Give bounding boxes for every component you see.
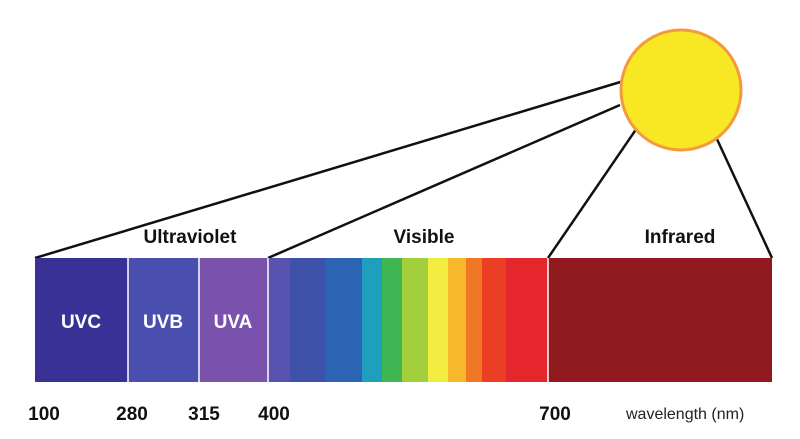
spectrum-bar (35, 258, 772, 382)
sun-rays (34, 78, 774, 260)
ray-to-uv-start (34, 78, 628, 260)
visible-strip (362, 258, 383, 382)
uva-band (199, 258, 268, 382)
tick-label-100: 100 (28, 404, 60, 425)
visible-strip (402, 258, 429, 382)
ray-to-infrared-start (546, 127, 639, 259)
visible-strip (466, 258, 483, 382)
uva-label: UVA (214, 312, 253, 333)
wavelength-unit-label: wavelength (nm) (625, 406, 744, 423)
tick-label-700: 700 (539, 404, 571, 425)
uvb-label: UVB (143, 312, 183, 333)
ultraviolet-label: Ultraviolet (144, 227, 238, 248)
uvc-band (35, 258, 128, 382)
uvc-label: UVC (61, 312, 101, 333)
ray-to-visible-start (267, 103, 621, 260)
visible-strip (482, 258, 507, 382)
visible-band (268, 258, 549, 382)
visible-strip (290, 258, 327, 382)
sun-icon (619, 28, 743, 152)
visible-label: Visible (394, 227, 455, 248)
visible-strip (448, 258, 467, 382)
visible-strip (506, 258, 549, 382)
tick-label-280: 280 (116, 404, 148, 425)
visible-strip (326, 258, 363, 382)
ray-to-infrared-end (714, 136, 774, 259)
visible-strip (382, 258, 403, 382)
uvb-band (128, 258, 199, 382)
tick-label-315: 315 (188, 404, 220, 425)
visible-strip (268, 258, 291, 382)
visible-strip (428, 258, 449, 382)
infrared-label: Infrared (645, 227, 716, 248)
infrared-band (548, 258, 772, 382)
tick-label-400: 400 (258, 404, 290, 425)
